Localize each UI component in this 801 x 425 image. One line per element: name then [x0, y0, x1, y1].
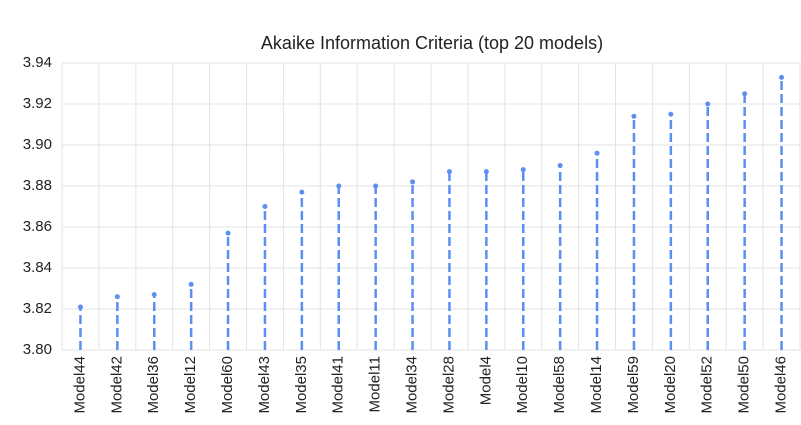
x-tick-label: Model12: [182, 356, 199, 414]
lollipop-dot: [336, 183, 342, 189]
y-tick-label: 3.90: [23, 136, 52, 153]
x-tick-label: Model42: [108, 356, 125, 414]
x-tick-label: Model43: [256, 356, 273, 414]
x-tick-label: Model14: [588, 356, 605, 414]
x-tick-label: Model52: [699, 356, 716, 414]
lollipop-dot: [188, 281, 194, 287]
x-tick-label: Model41: [330, 356, 347, 414]
x-tick-label: Model58: [551, 356, 568, 414]
x-tick-label: Model59: [625, 356, 642, 414]
lollipop-dot: [779, 74, 785, 80]
lollipop-dot: [594, 150, 600, 156]
y-tick-label: 3.86: [23, 218, 52, 235]
y-tick-label: 3.80: [23, 341, 52, 358]
y-tick-label: 3.94: [23, 54, 52, 71]
x-tick-label: Model36: [145, 356, 162, 414]
y-tick-label: 3.92: [23, 95, 52, 112]
lollipop-dot: [77, 304, 83, 310]
x-tick-label: Model11: [367, 356, 384, 412]
lollipop-dot: [225, 230, 231, 236]
x-tick-label: Model50: [736, 356, 753, 414]
lollipop-dot: [262, 204, 268, 209]
x-tick-label: Model34: [404, 356, 421, 414]
x-tick-label: Model35: [293, 356, 310, 414]
lollipop-dot: [446, 169, 452, 175]
x-tick-label: Model4: [477, 356, 494, 405]
x-tick-label: Model46: [773, 356, 790, 414]
lollipop-dot: [483, 169, 489, 175]
lollipop-dot: [373, 183, 379, 189]
lollipop-dot: [705, 101, 711, 107]
lollipop-dot: [410, 179, 416, 185]
x-tick-label: Model44: [71, 356, 88, 414]
lollipop-dot: [557, 163, 563, 168]
lollipop-dot: [114, 294, 120, 300]
y-tick-label: 3.88: [23, 177, 52, 194]
lollipop-dot: [668, 111, 674, 117]
lollipop-dot: [151, 292, 157, 298]
x-tick-label: Model28: [440, 356, 457, 414]
lollipop-dot: [299, 189, 305, 195]
lollipop-dot: [631, 113, 637, 119]
chart-title: Akaike Information Criteria (top 20 mode…: [261, 33, 603, 53]
x-tick-label: Model20: [662, 356, 679, 414]
y-tick-label: 3.82: [23, 300, 52, 317]
y-tick-label: 3.84: [23, 259, 52, 276]
x-tick-label: Model10: [514, 356, 531, 414]
x-tick-label: Model60: [219, 356, 236, 414]
lollipop-dot: [520, 167, 526, 173]
lollipop-dot: [742, 91, 748, 97]
